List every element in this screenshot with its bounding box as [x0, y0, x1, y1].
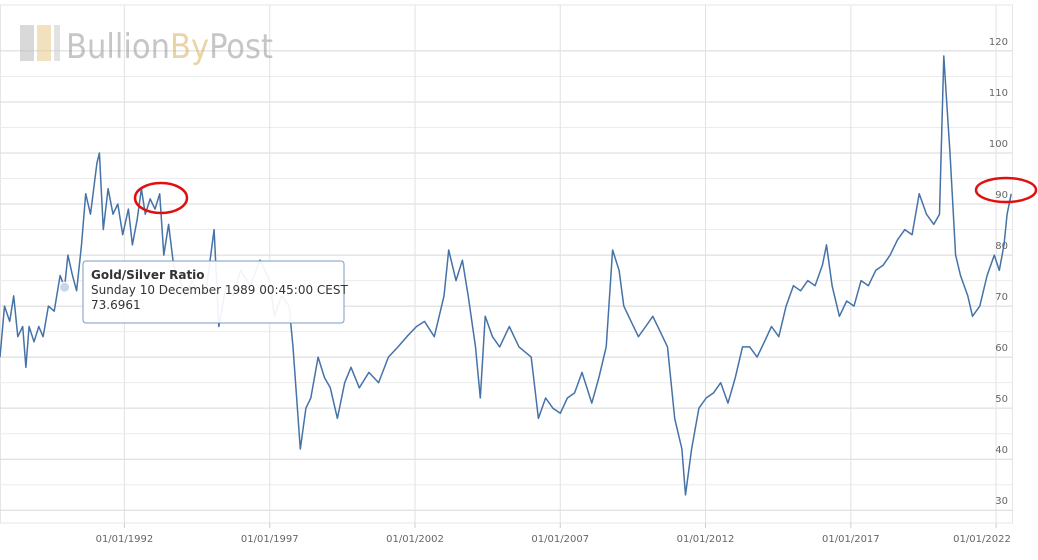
- tooltip-title: Gold/Silver Ratio: [91, 268, 205, 282]
- y-tick-label: 100: [989, 139, 1008, 150]
- annotation-circle: [133, 181, 189, 215]
- logo-part: Bullion: [66, 27, 170, 67]
- y-tick-label: 90: [995, 190, 1008, 201]
- x-tick-label: 01/01/2012: [677, 534, 735, 545]
- tooltip-box: [82, 260, 345, 324]
- grid: [0, 4, 1013, 528]
- tooltip: Gold/Silver Ratio Sunday 10 December 198…: [82, 260, 348, 324]
- x-tick-label: 01/01/2007: [531, 534, 589, 545]
- x-tick-label: 01/01/1992: [96, 534, 154, 545]
- logo-text: BullionByPost: [66, 27, 273, 67]
- logo-bar: [54, 25, 60, 61]
- annotation-circle: [974, 176, 1038, 204]
- y-tick-label: 70: [995, 292, 1008, 303]
- y-tick-label: 50: [995, 394, 1008, 405]
- tooltip-value: 73.6961: [91, 298, 141, 312]
- y-tick-label: 80: [995, 241, 1008, 252]
- hover-marker: [59, 281, 71, 293]
- y-tick-label: 110: [989, 88, 1008, 99]
- plot: 30 40 50 60 70 80 90 100 110 120 01/01/1992 01/01/1…: [0, 37, 1012, 545]
- logo-part: By: [170, 27, 209, 67]
- y-tick-label: 60: [995, 343, 1008, 354]
- y-tick-label: 40: [995, 445, 1008, 456]
- logo-part: Post: [209, 27, 273, 67]
- plot-border: [0, 4, 1013, 524]
- x-tick-label: 01/01/2017: [822, 534, 880, 545]
- tooltip-date: Sunday 10 December 1989 00:45:00 CEST: [91, 283, 348, 297]
- y-tick-label: 120: [989, 37, 1008, 48]
- watermark: BullionByPost: [20, 25, 273, 67]
- x-tick-label: 01/01/2022: [953, 534, 1011, 545]
- x-tick-label: 01/01/1997: [241, 534, 299, 545]
- y-tick-label: 30: [995, 496, 1008, 507]
- data-line: [0, 55, 1012, 496]
- logo-bar: [37, 25, 51, 61]
- x-tick-label: 01/01/2002: [386, 534, 444, 545]
- logo-bar: [20, 25, 34, 61]
